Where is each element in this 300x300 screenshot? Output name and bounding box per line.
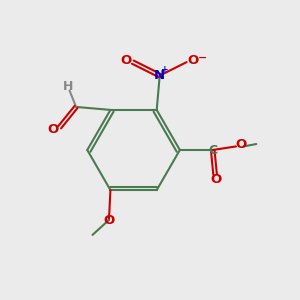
- Text: −: −: [197, 53, 207, 63]
- Text: O: O: [210, 173, 221, 186]
- Text: O: O: [188, 54, 199, 67]
- Text: N: N: [154, 69, 165, 82]
- Text: O: O: [121, 54, 132, 67]
- Text: O: O: [236, 138, 247, 152]
- Text: C: C: [208, 143, 217, 157]
- Text: H: H: [63, 80, 73, 93]
- Text: O: O: [103, 214, 115, 227]
- Text: +: +: [161, 64, 169, 74]
- Text: O: O: [47, 123, 59, 136]
